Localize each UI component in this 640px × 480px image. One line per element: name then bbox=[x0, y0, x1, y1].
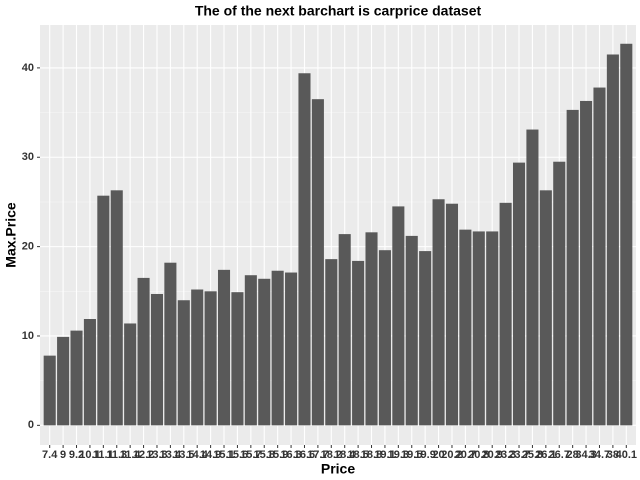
x-tick-label: 15.1 bbox=[213, 449, 234, 461]
x-tick-label: 20.2 bbox=[441, 449, 462, 461]
bar bbox=[204, 291, 217, 426]
x-tick-label: 14.4 bbox=[186, 449, 208, 461]
bar bbox=[606, 54, 619, 426]
x-tick-label: 13.4 bbox=[160, 449, 182, 461]
bar bbox=[512, 162, 526, 426]
bar bbox=[593, 87, 606, 426]
bar bbox=[539, 190, 552, 426]
bar bbox=[553, 161, 566, 426]
y-axis-label: Max.Price bbox=[3, 202, 19, 268]
bar bbox=[124, 323, 137, 426]
x-tick-label: 19.3 bbox=[388, 449, 409, 461]
bar bbox=[566, 109, 579, 426]
y-tick-label: 30 bbox=[22, 151, 34, 163]
bar bbox=[378, 250, 391, 426]
x-tick-label: 9.2 bbox=[69, 449, 84, 461]
x-tick-label: 16.6 bbox=[294, 449, 315, 461]
bar bbox=[526, 129, 539, 426]
y-tick-label: 0 bbox=[28, 419, 34, 431]
bar bbox=[459, 229, 472, 426]
bar bbox=[164, 262, 177, 426]
x-tick-label: 20 bbox=[432, 449, 444, 461]
x-tick-label: 23.7 bbox=[508, 449, 529, 461]
x-tick-label: 23.3 bbox=[495, 449, 516, 461]
x-tick-label: 17.7 bbox=[307, 449, 328, 461]
x-axis-label: Price bbox=[321, 461, 355, 477]
x-tick-label: 18.2 bbox=[321, 449, 342, 461]
x-tick-label: 20.7 bbox=[455, 449, 476, 461]
bar bbox=[325, 259, 338, 426]
x-tick-label: 7.4 bbox=[42, 449, 58, 461]
bar bbox=[70, 330, 83, 426]
x-tick-label: 15.8 bbox=[254, 449, 275, 461]
y-tick-label: 10 bbox=[22, 330, 34, 342]
bar bbox=[486, 231, 499, 426]
x-tick-label: 12.2 bbox=[133, 449, 154, 461]
x-tick-label: 11.3 bbox=[106, 449, 127, 461]
x-tick-label: 28 bbox=[567, 449, 579, 461]
bar bbox=[298, 73, 311, 426]
x-tick-label: 18.5 bbox=[347, 449, 368, 461]
bar bbox=[271, 270, 284, 426]
x-tick-label: 20.8 bbox=[468, 449, 489, 461]
bar bbox=[338, 234, 351, 426]
x-tick-label: 14.9 bbox=[200, 449, 221, 461]
bar bbox=[191, 289, 204, 426]
x-tick-label: 19.9 bbox=[414, 449, 435, 461]
x-tick-label: 26.7 bbox=[549, 449, 570, 461]
bar bbox=[285, 272, 298, 426]
bar bbox=[150, 293, 164, 426]
bar bbox=[43, 355, 56, 426]
x-tick-label: 15.9 bbox=[267, 449, 288, 461]
bar bbox=[177, 300, 190, 426]
bar bbox=[137, 277, 150, 426]
x-tick-label: 13.3 bbox=[146, 449, 167, 461]
bar bbox=[258, 278, 271, 426]
x-tick-label: 11.1 bbox=[93, 449, 114, 461]
y-tick-label: 20 bbox=[22, 241, 34, 253]
bar bbox=[392, 206, 405, 426]
bar bbox=[311, 99, 324, 426]
x-tick-label: 16.3 bbox=[280, 449, 301, 461]
x-tick-label: 19.1 bbox=[374, 449, 395, 461]
x-tick-label: 18.8 bbox=[361, 449, 382, 461]
x-tick-label: 18.4 bbox=[334, 449, 356, 461]
x-tick-label: 19.5 bbox=[401, 449, 422, 461]
bar bbox=[405, 235, 418, 426]
x-tick-label: 25.8 bbox=[522, 449, 543, 461]
bar bbox=[432, 199, 445, 426]
x-tick-label: 34.7 bbox=[589, 449, 610, 461]
bar bbox=[217, 269, 231, 426]
bar bbox=[499, 202, 512, 426]
bar bbox=[580, 100, 593, 426]
bar bbox=[445, 203, 459, 426]
bar bbox=[97, 195, 110, 426]
bar bbox=[110, 190, 123, 426]
chart-title: The of the next barchart is carprice dat… bbox=[195, 3, 482, 19]
bar bbox=[231, 292, 244, 426]
x-tick-label: 38 bbox=[607, 449, 619, 461]
bar bbox=[620, 43, 633, 426]
x-tick-label: 20.9 bbox=[481, 449, 502, 461]
x-tick-label: 9 bbox=[60, 449, 66, 461]
bar bbox=[83, 319, 96, 426]
bar bbox=[419, 251, 432, 426]
x-tick-label: 13.5 bbox=[173, 449, 194, 461]
x-tick-label: 15.6 bbox=[227, 449, 248, 461]
x-tick-label: 26.1 bbox=[535, 449, 556, 461]
x-tick-label: 15.7 bbox=[240, 449, 261, 461]
bar bbox=[352, 260, 365, 426]
bar bbox=[472, 231, 485, 426]
bar bbox=[365, 232, 378, 426]
bar bbox=[244, 275, 257, 426]
bar bbox=[57, 336, 70, 426]
x-tick-label: 11.4 bbox=[120, 449, 142, 461]
y-tick-label: 40 bbox=[22, 62, 34, 74]
x-tick-label: 10.1 bbox=[79, 449, 100, 461]
x-tick-label: 40.1 bbox=[616, 449, 637, 461]
x-tick-label: 34.3 bbox=[575, 449, 596, 461]
